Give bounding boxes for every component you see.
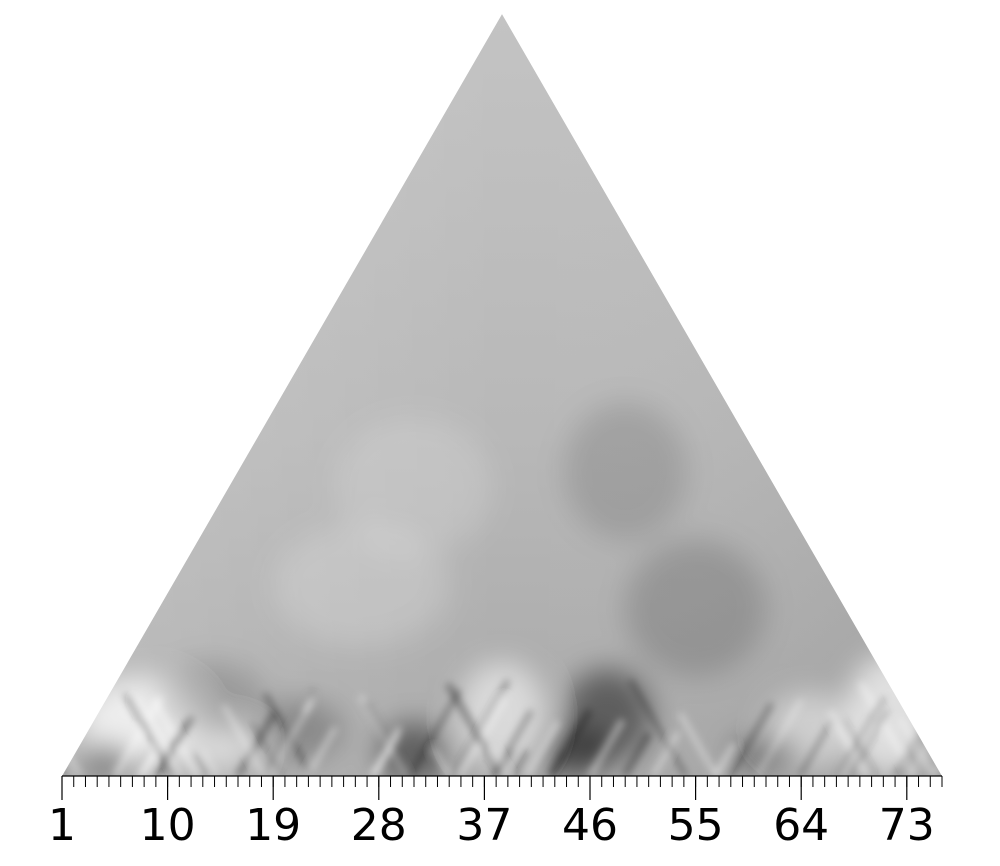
heatmap-stripe: [155, 715, 195, 776]
x-tick-label: 19: [245, 800, 301, 851]
heatmap-stripe: [932, 702, 942, 776]
heatmap-stripe: [136, 741, 161, 776]
heatmap-stripe: [677, 712, 718, 776]
heatmap-stripe: [713, 742, 738, 776]
heatmap-stripe: [755, 698, 804, 776]
heatmap-stripe: [62, 725, 70, 776]
heatmap-stripe: [152, 722, 187, 776]
x-axis-major-ticks: [61, 776, 908, 800]
heatmap-stripe: [430, 746, 452, 776]
heatmap-stripe: [628, 678, 688, 776]
heatmap-triangle: [62, 14, 942, 776]
heatmap-stripe: [358, 695, 409, 776]
x-tick-label: 55: [668, 800, 724, 851]
heatmap-stripe: [621, 731, 652, 776]
heatmap-stripe: [524, 720, 561, 776]
heatmap-stripe: [62, 711, 83, 776]
heatmap-blob: [158, 661, 265, 738]
x-tick-label: 1: [48, 800, 76, 851]
heatmap-stripe: [841, 718, 878, 776]
heatmap-stripe: [651, 731, 681, 776]
x-axis-minor-ticks: [61, 776, 943, 787]
heatmap-stripe: [192, 752, 209, 776]
heatmap-stripe: [133, 747, 153, 776]
x-tick-label: 10: [140, 800, 196, 851]
heatmap-blob: [273, 524, 450, 647]
heatmap-stripe: [200, 749, 219, 776]
heatmap-blobs: [79, 402, 934, 776]
heatmap-stripe: [112, 695, 164, 776]
heatmap-stripe: [798, 718, 835, 776]
x-tick-label: 64: [773, 800, 829, 851]
heatmap-stripe: [235, 711, 278, 776]
heatmap-blob: [625, 539, 766, 677]
heatmap-stripe: [548, 708, 593, 776]
heatmap-stripe: [838, 720, 876, 776]
heatmap-stripe: [489, 746, 510, 776]
heatmap-stripe: [846, 708, 889, 776]
heatmap-stripe: [221, 704, 267, 776]
x-tick-label: 37: [456, 800, 512, 851]
heatmap-stripe: [369, 727, 402, 776]
heatmap-blob: [334, 417, 494, 556]
heatmap-blob: [563, 402, 687, 540]
x-tick-label: 46: [562, 800, 618, 851]
heatmap-stripe: [133, 697, 182, 776]
heatmap-stripe: [898, 717, 936, 776]
heatmap-stripe: [450, 679, 511, 776]
heatmap-stripe: [305, 726, 338, 776]
heatmap-stripe: [836, 697, 886, 776]
x-axis: 1 10 19 28 37 46 55 64 73: [48, 775, 943, 851]
heatmap-stripe: [407, 688, 462, 776]
heatmap-stripe: [126, 696, 177, 776]
x-tick-label: 73: [879, 800, 935, 851]
heatmap-stripe: [512, 749, 532, 776]
heatmap-stripe: [587, 718, 626, 776]
heatmap-stripe: [727, 702, 774, 776]
heatmap-stripe: [250, 722, 284, 776]
x-axis-tick-labels: 1 10 19 28 37 46 55 64 73: [48, 800, 935, 851]
x-tick-label: 28: [351, 800, 407, 851]
heatmap-stripe: [827, 710, 870, 776]
